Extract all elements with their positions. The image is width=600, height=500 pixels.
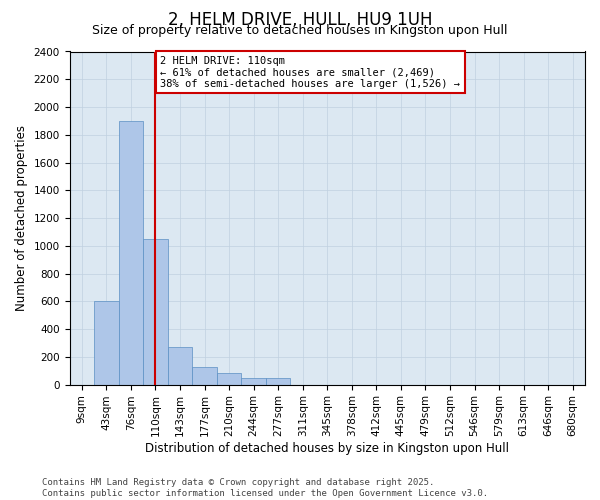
Text: 2 HELM DRIVE: 110sqm
← 61% of detached houses are smaller (2,469)
38% of semi-de: 2 HELM DRIVE: 110sqm ← 61% of detached h… [160, 56, 460, 89]
Bar [217, 374, 241, 384]
Bar [241, 378, 266, 384]
Bar [192, 366, 217, 384]
Text: Contains HM Land Registry data © Crown copyright and database right 2025.
Contai: Contains HM Land Registry data © Crown c… [42, 478, 488, 498]
Text: Size of property relative to detached houses in Kingston upon Hull: Size of property relative to detached ho… [92, 24, 508, 37]
Text: 2, HELM DRIVE, HULL, HU9 1UH: 2, HELM DRIVE, HULL, HU9 1UH [168, 11, 432, 29]
Bar [119, 121, 143, 384]
Bar [94, 302, 119, 384]
Bar [266, 378, 290, 384]
Bar [143, 239, 168, 384]
Bar [168, 347, 192, 385]
Y-axis label: Number of detached properties: Number of detached properties [15, 125, 28, 311]
X-axis label: Distribution of detached houses by size in Kingston upon Hull: Distribution of detached houses by size … [145, 442, 509, 455]
